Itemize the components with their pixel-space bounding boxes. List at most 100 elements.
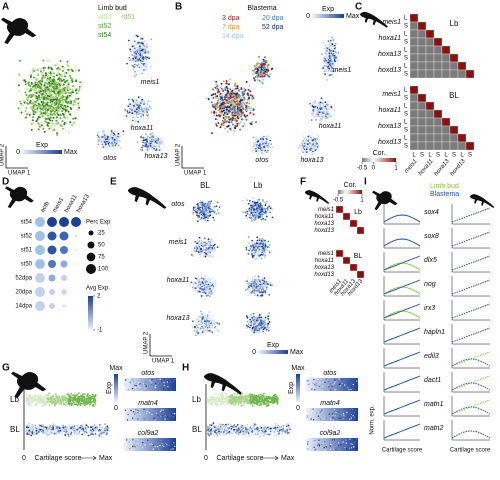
cell-dot	[48, 91, 50, 93]
cell-dot	[78, 107, 80, 109]
cell-dot	[130, 107, 132, 109]
cell-dot	[135, 56, 137, 58]
cell-dot	[202, 248, 204, 250]
cell-dot	[77, 109, 79, 111]
cell-dot	[215, 108, 217, 110]
cell-dot	[257, 252, 259, 254]
cell-dot	[48, 66, 50, 68]
cell-dot	[253, 113, 255, 115]
cell-dot	[190, 283, 192, 285]
label: st54	[98, 32, 111, 39]
cell-dot	[190, 242, 192, 244]
cell-dot	[309, 135, 311, 137]
cell-dot	[79, 88, 81, 90]
cell-dot	[208, 98, 210, 100]
cell-dot	[243, 114, 245, 116]
cell-dot	[50, 84, 52, 86]
label: hoxa13	[145, 153, 168, 160]
cell-dot	[146, 118, 148, 120]
cell-dot	[32, 116, 34, 118]
label: 1	[394, 166, 398, 172]
cell-dot	[42, 116, 44, 118]
cell-dot	[42, 60, 44, 62]
cell-dot	[246, 109, 248, 111]
cell-dot	[329, 41, 331, 43]
matrix-cell	[410, 118, 418, 126]
cell-dot	[310, 144, 312, 146]
cell-dot	[55, 107, 57, 109]
label: st54	[21, 220, 33, 226]
cell-dot	[39, 87, 41, 89]
cell-dot	[53, 113, 55, 115]
cell-dot	[191, 254, 193, 256]
cell-dot	[56, 116, 58, 118]
cell-dot	[258, 73, 260, 75]
matrix-cell	[410, 102, 418, 110]
label: hoxa11	[379, 107, 402, 114]
cell-dot	[146, 44, 148, 46]
cell-dot	[34, 95, 36, 97]
cell-dot	[122, 134, 124, 136]
cell-dot	[209, 250, 211, 252]
cell-dot	[208, 241, 210, 243]
cell-dot	[211, 132, 213, 134]
cell-dot	[327, 43, 329, 45]
cell-dot	[131, 111, 133, 113]
cell-dot	[34, 89, 36, 91]
cell-dot	[60, 78, 62, 80]
label: 0	[306, 13, 310, 20]
cell-dot	[221, 97, 223, 99]
cell-dot	[119, 140, 121, 142]
cell-dot	[29, 102, 31, 104]
matrix-cell	[410, 94, 418, 102]
cell-dot	[56, 74, 58, 76]
cell-dot	[225, 89, 227, 91]
cell-dot	[126, 63, 128, 65]
cell-dot	[227, 106, 229, 108]
panel-label: G	[2, 363, 10, 374]
cell-dot	[271, 68, 273, 70]
cell-dot	[211, 111, 213, 113]
cell-dot	[319, 113, 321, 115]
cell-dot	[263, 72, 265, 74]
cell-dot	[332, 58, 334, 60]
cell-dot	[144, 49, 146, 51]
matrix-cell	[418, 142, 426, 150]
cell-dot	[239, 129, 241, 131]
cell-dot	[214, 280, 216, 282]
cell-dot	[18, 107, 20, 109]
cell-dot	[43, 112, 45, 114]
cell-dot	[129, 60, 131, 62]
cell-dot	[202, 240, 204, 242]
cell-dot	[200, 204, 202, 206]
cell-dot	[313, 109, 315, 111]
cell-dot	[215, 118, 217, 120]
cell-dot	[207, 220, 209, 222]
cell-dot	[29, 114, 31, 116]
cell-dot	[155, 143, 157, 145]
label: meis1	[333, 67, 352, 74]
cell-dot	[246, 115, 248, 117]
cell-dot	[214, 93, 216, 95]
dot	[62, 290, 67, 295]
cell-dot	[256, 246, 258, 248]
cell-dot	[256, 71, 258, 73]
cell-dot	[261, 145, 263, 147]
cell-dot	[256, 74, 258, 76]
cell-dot	[32, 110, 34, 112]
cell-dot	[32, 68, 34, 70]
cell-dot	[249, 112, 251, 114]
matrix-cell	[434, 70, 442, 78]
label: hoxa11	[131, 125, 154, 132]
cell-dot	[81, 81, 83, 83]
cell-dot	[99, 139, 101, 141]
cell-dot	[263, 207, 265, 209]
cell-dot	[227, 92, 229, 94]
cell-dot	[56, 112, 58, 114]
cell-dot	[19, 101, 21, 103]
cell-dot	[325, 115, 327, 117]
matrix-cell	[418, 110, 426, 118]
label: 0	[16, 149, 20, 156]
cell-dot	[199, 203, 201, 205]
cell-dot	[315, 144, 317, 146]
